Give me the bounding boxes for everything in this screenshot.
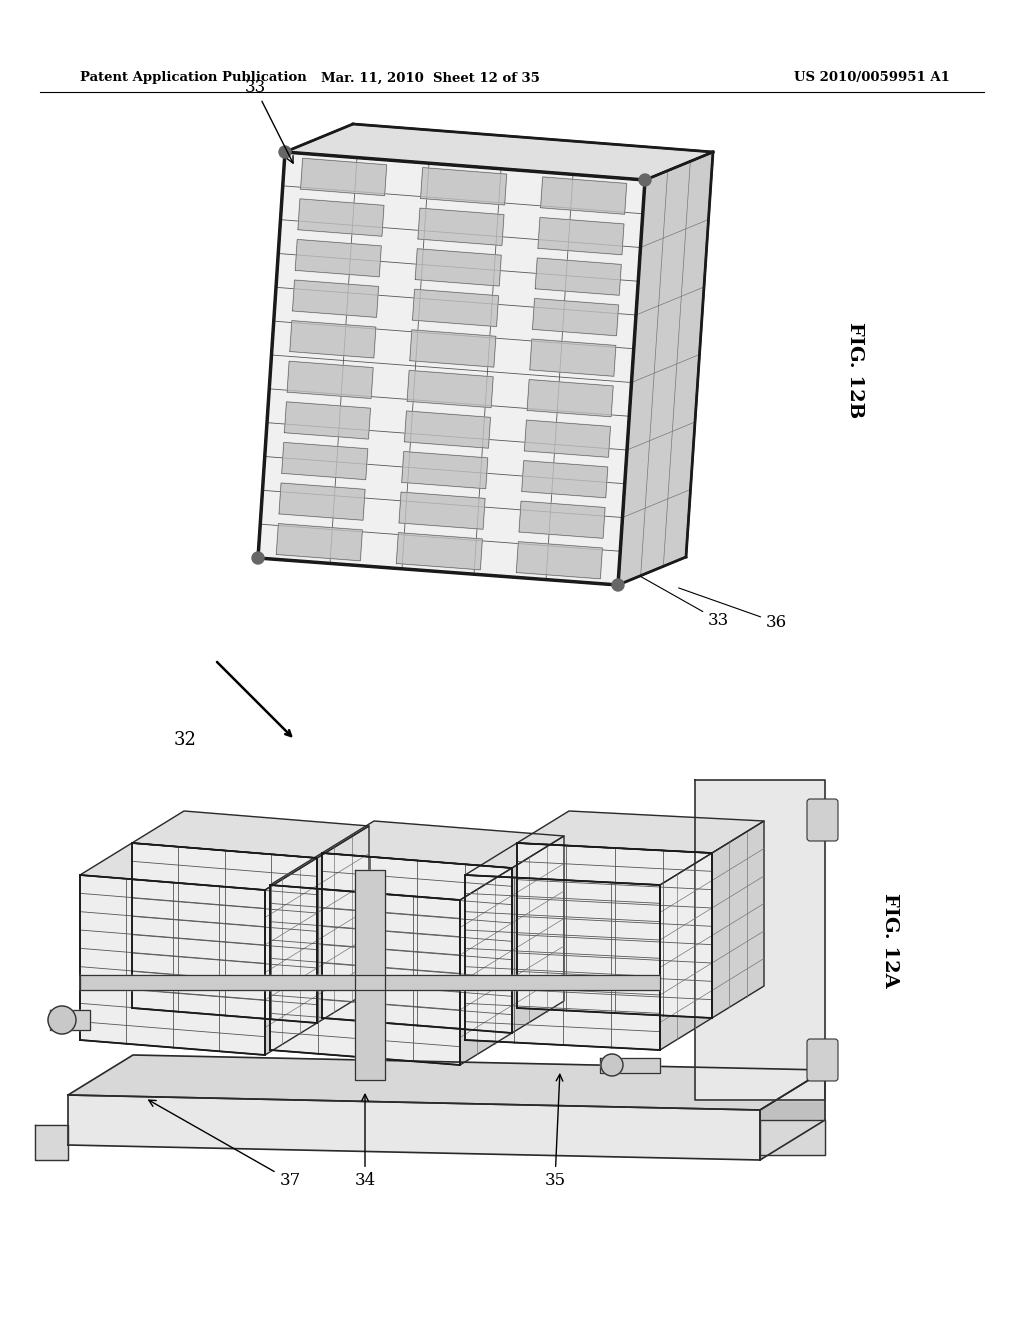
Polygon shape — [258, 152, 645, 585]
Polygon shape — [410, 330, 496, 367]
Polygon shape — [282, 442, 368, 479]
Polygon shape — [532, 298, 618, 335]
Polygon shape — [404, 411, 490, 449]
Polygon shape — [536, 257, 622, 296]
Polygon shape — [132, 843, 317, 1023]
Polygon shape — [460, 869, 512, 1065]
Polygon shape — [293, 280, 379, 317]
Polygon shape — [399, 492, 485, 529]
Text: 33: 33 — [640, 577, 729, 630]
Polygon shape — [290, 321, 376, 358]
Polygon shape — [355, 870, 385, 1080]
Polygon shape — [600, 1059, 660, 1073]
FancyBboxPatch shape — [807, 799, 838, 841]
Polygon shape — [401, 451, 487, 488]
Polygon shape — [50, 1010, 90, 1030]
Text: Patent Application Publication: Patent Application Publication — [80, 71, 307, 84]
Polygon shape — [521, 461, 608, 498]
Text: 32: 32 — [173, 731, 197, 748]
Text: 36: 36 — [679, 587, 787, 631]
Polygon shape — [529, 339, 615, 376]
Polygon shape — [517, 810, 764, 853]
Polygon shape — [285, 401, 371, 440]
Polygon shape — [276, 524, 362, 561]
Text: 33: 33 — [245, 79, 293, 164]
Polygon shape — [538, 218, 624, 255]
Polygon shape — [132, 810, 369, 858]
Polygon shape — [524, 420, 610, 457]
Polygon shape — [465, 875, 660, 1049]
Circle shape — [639, 174, 651, 186]
Text: FIG. 12B: FIG. 12B — [846, 322, 864, 418]
Polygon shape — [80, 875, 265, 1055]
Polygon shape — [519, 502, 605, 539]
Polygon shape — [270, 853, 512, 900]
Polygon shape — [660, 853, 712, 1049]
Polygon shape — [265, 858, 317, 1055]
Polygon shape — [80, 843, 317, 890]
Polygon shape — [516, 541, 602, 578]
Polygon shape — [465, 843, 712, 884]
Polygon shape — [68, 1055, 825, 1110]
Polygon shape — [695, 780, 825, 1100]
Polygon shape — [760, 1071, 825, 1160]
Polygon shape — [322, 821, 564, 869]
Polygon shape — [301, 158, 387, 195]
Circle shape — [279, 147, 291, 158]
Polygon shape — [527, 380, 613, 417]
Polygon shape — [68, 1096, 760, 1160]
Polygon shape — [760, 1119, 825, 1155]
Text: FIG. 12A: FIG. 12A — [881, 892, 899, 987]
Polygon shape — [317, 826, 369, 1023]
Polygon shape — [35, 1125, 68, 1160]
Polygon shape — [287, 362, 373, 399]
Polygon shape — [415, 248, 502, 286]
Text: 35: 35 — [545, 1074, 565, 1189]
Polygon shape — [80, 975, 660, 990]
Polygon shape — [618, 152, 713, 585]
Polygon shape — [418, 209, 504, 246]
Polygon shape — [285, 124, 713, 180]
Polygon shape — [421, 168, 507, 205]
Circle shape — [612, 579, 624, 591]
Polygon shape — [413, 289, 499, 326]
Polygon shape — [512, 836, 564, 1034]
Circle shape — [601, 1053, 623, 1076]
Text: 37: 37 — [148, 1100, 301, 1189]
Polygon shape — [541, 177, 627, 214]
Polygon shape — [279, 483, 366, 520]
Polygon shape — [408, 371, 494, 408]
Text: 34: 34 — [354, 1094, 376, 1189]
Polygon shape — [298, 199, 384, 236]
Circle shape — [252, 552, 264, 564]
FancyBboxPatch shape — [807, 1039, 838, 1081]
Polygon shape — [712, 821, 764, 1018]
Polygon shape — [396, 533, 482, 570]
Polygon shape — [322, 853, 512, 1034]
Polygon shape — [295, 239, 381, 277]
Polygon shape — [517, 843, 712, 1018]
Polygon shape — [270, 884, 460, 1065]
Text: Mar. 11, 2010  Sheet 12 of 35: Mar. 11, 2010 Sheet 12 of 35 — [321, 71, 540, 84]
Circle shape — [48, 1006, 76, 1034]
Text: US 2010/0059951 A1: US 2010/0059951 A1 — [795, 71, 950, 84]
